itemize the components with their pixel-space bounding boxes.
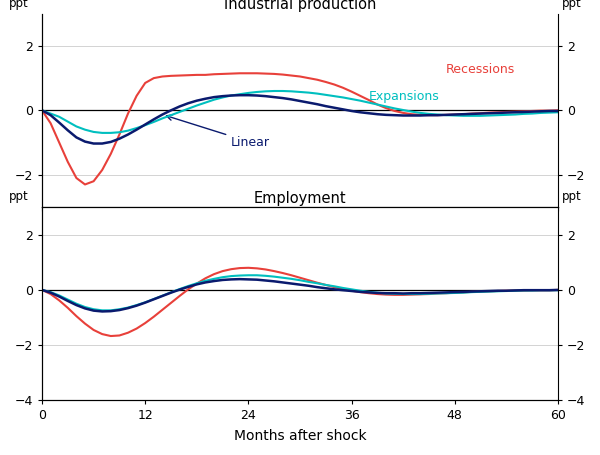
Title: Industrial production: Industrial production (224, 0, 376, 12)
Text: Expansions: Expansions (369, 90, 440, 103)
Text: ppt: ppt (562, 0, 582, 10)
Text: ppt: ppt (562, 190, 582, 203)
Text: Linear: Linear (167, 115, 270, 149)
Text: ppt: ppt (8, 190, 28, 203)
Text: Recessions: Recessions (446, 62, 515, 76)
X-axis label: Months after shock: Months after shock (233, 430, 367, 443)
Title: Employment: Employment (254, 191, 346, 206)
Text: ppt: ppt (8, 0, 28, 10)
